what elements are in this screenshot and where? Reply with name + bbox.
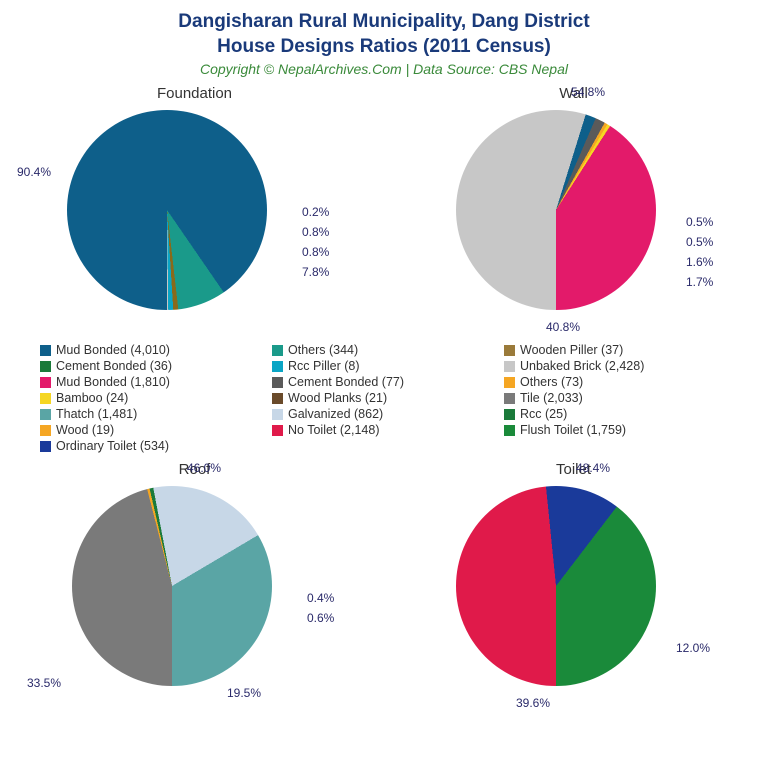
slice-label: 0.6% [307,611,334,625]
legend-label: Mud Bonded (1,810) [56,375,170,389]
legend-swatch [504,425,515,436]
legend-label: Galvanized (862) [288,407,383,421]
legend-item: Cement Bonded (36) [40,359,264,373]
legend-swatch [40,425,51,436]
legend-label: Cement Bonded (77) [288,375,404,389]
legend-label: Wood (19) [56,423,114,437]
legend-item: Wood Planks (21) [272,391,496,405]
legend-item: Flush Toilet (1,759) [504,423,728,437]
legend-swatch [504,361,515,372]
slice-label: 54.8% [571,85,605,99]
legend-item: Wooden Piller (37) [504,343,728,357]
slice-label: 33.5% [27,676,61,690]
legend-label: Bamboo (24) [56,391,128,405]
legend-swatch [272,425,283,436]
title-line-2: House Designs Ratios (2011 Census) [217,36,551,57]
pie [67,110,267,310]
legend-item: Cement Bonded (77) [272,375,496,389]
legend-swatch [504,409,515,420]
legend-item: Rcc (25) [504,407,728,421]
slice-label: 1.6% [686,255,713,269]
legend-item: Ordinary Toilet (534) [40,439,264,453]
legend-label: Flush Toilet (1,759) [520,423,626,437]
legend-item: Mud Bonded (4,010) [40,343,264,357]
title-line-1: Dangisharan Rural Municipality, Dang Dis… [178,11,589,32]
wall-chart: Wall54.8%1.7%1.6%0.5%0.5%40.8% [396,85,751,335]
legend-swatch [272,393,283,404]
legend-swatch [40,393,51,404]
legend-item: Bamboo (24) [40,391,264,405]
slice-label: 48.4% [576,461,610,475]
legend-label: Mud Bonded (4,010) [56,343,170,357]
slice-label: 90.4% [17,165,51,179]
legend-label: Cement Bonded (36) [56,359,172,373]
legend-swatch [40,377,51,388]
legend-swatch [504,345,515,356]
chart-title: Toilet [396,461,751,478]
legend-swatch [272,345,283,356]
foundation-chart: Foundation 90.4% 7.8% 0.8% 0.8% 0.2% [17,85,372,335]
slice-label: 0.5% [686,215,713,229]
toilet-chart: Toilet48.4% 12.0% 39.6% [396,461,751,711]
slice-label: 7.8% [302,265,329,279]
subtitle: Copyright © NepalArchives.Com | Data Sou… [10,61,758,77]
legend-swatch [504,393,515,404]
slice-label: 0.8% [302,225,329,239]
legend-label: Wood Planks (21) [288,391,387,405]
legend-swatch [272,361,283,372]
legend-item: Rcc Piller (8) [272,359,496,373]
legend-item: Mud Bonded (1,810) [40,375,264,389]
slice-label: 0.8% [302,245,329,259]
legend-item: Others (344) [272,343,496,357]
top-charts-row: Foundation90.4%7.8%0.8%0.8%0.2% Wall54.8… [10,85,758,335]
legend-swatch [272,409,283,420]
legend-swatch [40,441,51,452]
pie [72,486,272,686]
slice-label: 0.2% [302,205,329,219]
slice-label: 19.5% [227,686,261,700]
roof-chart: Roof46.0%0.4%0.6%19.5%33.5% [17,461,372,711]
legend-item: Galvanized (862) [272,407,496,421]
legend-item: Thatch (1,481) [40,407,264,421]
legend-swatch [40,361,51,372]
legend-label: Others (73) [520,375,583,389]
legend-item: Tile (2,033) [504,391,728,405]
legend-swatch [272,377,283,388]
legend-item: Others (73) [504,375,728,389]
bottom-charts-row: Roof46.0%0.4%0.6%19.5%33.5% Toilet48.4%1… [10,461,758,711]
legend-label: Ordinary Toilet (534) [56,439,169,453]
slice-label: 0.4% [307,591,334,605]
legend-label: Others (344) [288,343,358,357]
legend-item: Wood (19) [40,423,264,437]
legend-swatch [40,345,51,356]
legend-label: Rcc (25) [520,407,567,421]
slice-label: 1.7% [686,275,713,289]
pie [456,486,656,686]
legend-label: Wooden Piller (37) [520,343,623,357]
legend-item: No Toilet (2,148) [272,423,496,437]
slice-label: 46.0% [187,461,221,475]
legend-label: Tile (2,033) [520,391,583,405]
slice-label: 39.6% [516,696,550,710]
legend-label: Unbaked Brick (2,428) [520,359,644,373]
legend-item: Unbaked Brick (2,428) [504,359,728,373]
legend-swatch [504,377,515,388]
legend-swatch [40,409,51,420]
slice-label: 0.5% [686,235,713,249]
legend-label: Thatch (1,481) [56,407,137,421]
main-title: Dangisharan Rural Municipality, Dang Dis… [10,10,758,59]
legend-label: No Toilet (2,148) [288,423,380,437]
chart-title: Foundation [17,85,372,102]
slice-label: 40.8% [546,320,580,334]
pie [456,110,656,310]
slice-label: 12.0% [676,641,710,655]
legend: Mud Bonded (4,010) Others (344) Wooden Pil… [10,335,758,461]
legend-label: Rcc Piller (8) [288,359,360,373]
